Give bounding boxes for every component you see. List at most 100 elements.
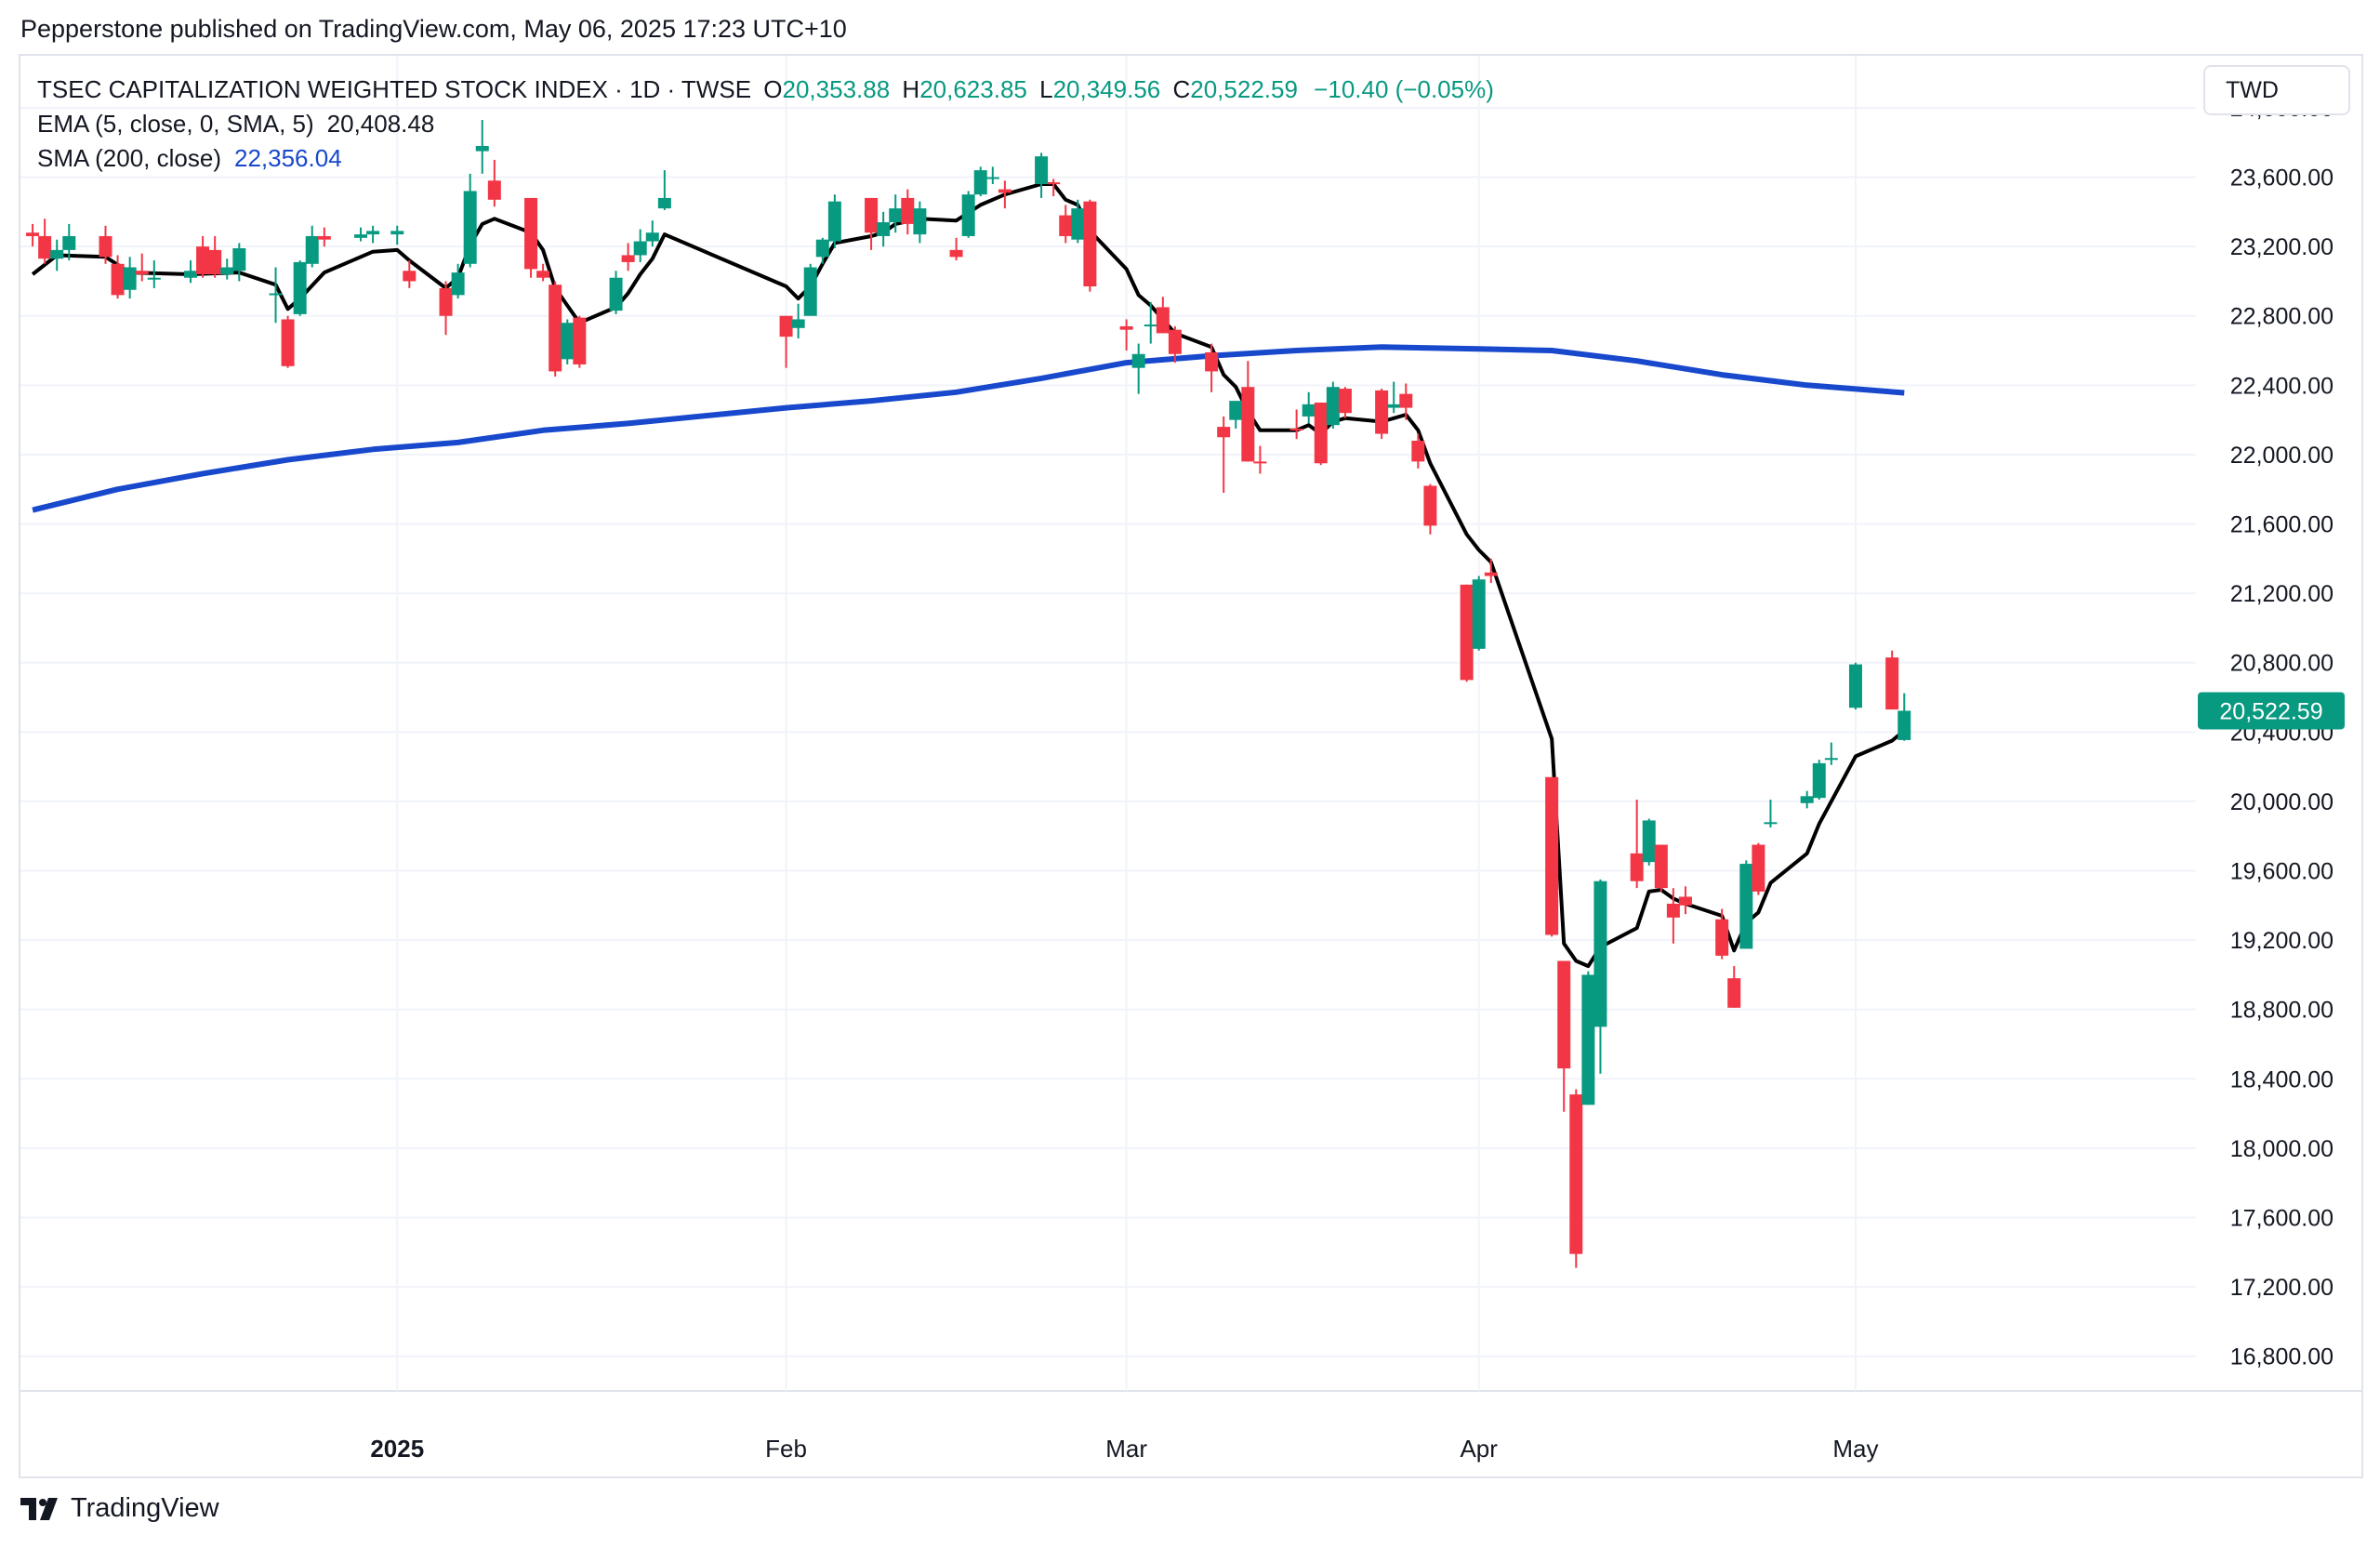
candle-body	[791, 319, 805, 328]
candle-body	[1326, 387, 1340, 426]
candle-body	[913, 208, 927, 235]
candle-body	[1484, 572, 1498, 576]
candle-body	[1071, 208, 1085, 240]
candle-body	[99, 235, 112, 258]
price-tick-label: 17,200.00	[2230, 1275, 2334, 1301]
candle-body	[1581, 974, 1595, 1105]
candle-body	[1715, 919, 1729, 956]
grid-lines	[20, 56, 2361, 1392]
price-axis[interactable]: 24,000.0023,600.0023,200.0022,800.0022,4…	[2198, 96, 2345, 1370]
candle-body	[1752, 844, 1765, 892]
candle-body	[1205, 351, 1219, 372]
candle-body	[403, 271, 416, 282]
candle-body	[269, 293, 283, 296]
sma-label[interactable]: SMA (200, close)	[37, 144, 221, 172]
candle-body	[1800, 796, 1814, 803]
candle-body	[815, 239, 829, 258]
candle-body	[561, 323, 575, 360]
brand-label: TradingView	[71, 1493, 219, 1523]
price-tick-label: 23,600.00	[2230, 165, 2334, 192]
candle-body	[889, 208, 903, 223]
price-tick-label: 21,600.00	[2230, 512, 2334, 538]
close-label: C	[1172, 75, 1191, 103]
candle-body	[220, 267, 234, 274]
legend-sma-row[interactable]: SMA (200, close) 22,356.04	[37, 141, 1494, 176]
candle-body	[232, 248, 246, 271]
candle-body	[26, 232, 40, 236]
candle-body	[865, 197, 879, 233]
candle-body	[998, 189, 1012, 193]
high-value: 20,623.85	[919, 75, 1027, 103]
candle-body	[949, 249, 963, 258]
candle-body	[475, 145, 489, 152]
candle-body	[961, 194, 975, 236]
tradingview-logo-icon	[20, 1497, 58, 1520]
candle-body	[1569, 1094, 1583, 1254]
candle-body	[1812, 762, 1826, 799]
sma-line	[32, 344, 1905, 513]
symbol-title[interactable]: TSEC CAPITALIZATION WEIGHTED STOCK INDEX…	[37, 75, 752, 103]
candle-body	[1897, 710, 1911, 740]
candle-body	[317, 235, 331, 240]
time-axis[interactable]: 2025 Feb Mar Apr May	[370, 1435, 1878, 1463]
candle-body	[1302, 404, 1316, 417]
price-tick-label: 22,400.00	[2230, 373, 2334, 399]
price-tick-label: 17,600.00	[2230, 1206, 2334, 1232]
price-tick-label: 18,400.00	[2230, 1066, 2334, 1092]
legend-ema-row[interactable]: EMA (5, close, 0, SMA, 5) 20,408.48	[37, 107, 1494, 141]
candle-body	[354, 234, 368, 238]
candle-body	[524, 197, 538, 270]
candle-body	[439, 287, 453, 316]
legend-ohlc-row[interactable]: TSEC CAPITALIZATION WEIGHTED STOCK INDEX…	[37, 73, 1494, 107]
candle-body	[573, 317, 587, 364]
candles	[26, 120, 1911, 1268]
candle-body	[38, 235, 52, 259]
time-tick-label: Feb	[765, 1435, 807, 1463]
candle-body	[1472, 579, 1486, 649]
price-tick-label: 20,000.00	[2230, 789, 2334, 815]
candle-body	[135, 271, 149, 274]
candle-body	[1241, 387, 1255, 462]
chart-legend: TSEC CAPITALIZATION WEIGHTED STOCK INDEX…	[37, 73, 1494, 176]
close-value: 20,522.59	[1190, 75, 1298, 103]
candle-body	[1824, 758, 1838, 761]
candle-body	[123, 267, 137, 290]
candle-body	[1739, 864, 1753, 949]
change-value: −10.40 (−0.05%)	[1314, 75, 1494, 103]
candle-body	[1144, 324, 1157, 327]
candle-body	[1885, 657, 1899, 710]
high-label: H	[902, 75, 920, 103]
candle-body	[1035, 156, 1049, 185]
candle-body	[1119, 325, 1133, 330]
candle-body	[973, 170, 987, 195]
candle-body	[184, 271, 198, 278]
candle-body	[1217, 427, 1231, 438]
candle-body	[803, 267, 817, 316]
open-value: 20,353.88	[782, 75, 891, 103]
candle-body	[985, 177, 999, 179]
price-tick-label: 20,800.00	[2230, 651, 2334, 677]
price-tick-label: 18,000.00	[2230, 1136, 2334, 1162]
candle-body	[1678, 896, 1692, 906]
candle-body	[463, 191, 477, 264]
sma-value: 22,356.04	[233, 144, 342, 172]
candle-body	[366, 231, 380, 235]
candle-body	[1338, 389, 1352, 414]
candle-body	[147, 277, 161, 280]
candle-body	[1545, 776, 1559, 935]
publisher-line: Pepperstone published on TradingView.com…	[20, 15, 847, 43]
time-tick-label: May	[1832, 1435, 1878, 1463]
price-tick-label: 16,800.00	[2230, 1344, 2334, 1370]
candle-body	[1289, 428, 1303, 430]
tradingview-brand[interactable]: TradingView	[20, 1493, 219, 1524]
candle-body	[779, 315, 793, 338]
price-tick-label: 22,000.00	[2230, 443, 2334, 469]
candle-body	[1229, 401, 1243, 420]
sma-layer	[32, 344, 1905, 513]
ema-layer	[31, 182, 1906, 969]
candle-body	[827, 201, 841, 242]
ema-label[interactable]: EMA (5, close, 0, SMA, 5)	[37, 110, 314, 138]
ema-line	[31, 182, 1906, 969]
currency-button[interactable]: TWD	[2203, 65, 2350, 115]
